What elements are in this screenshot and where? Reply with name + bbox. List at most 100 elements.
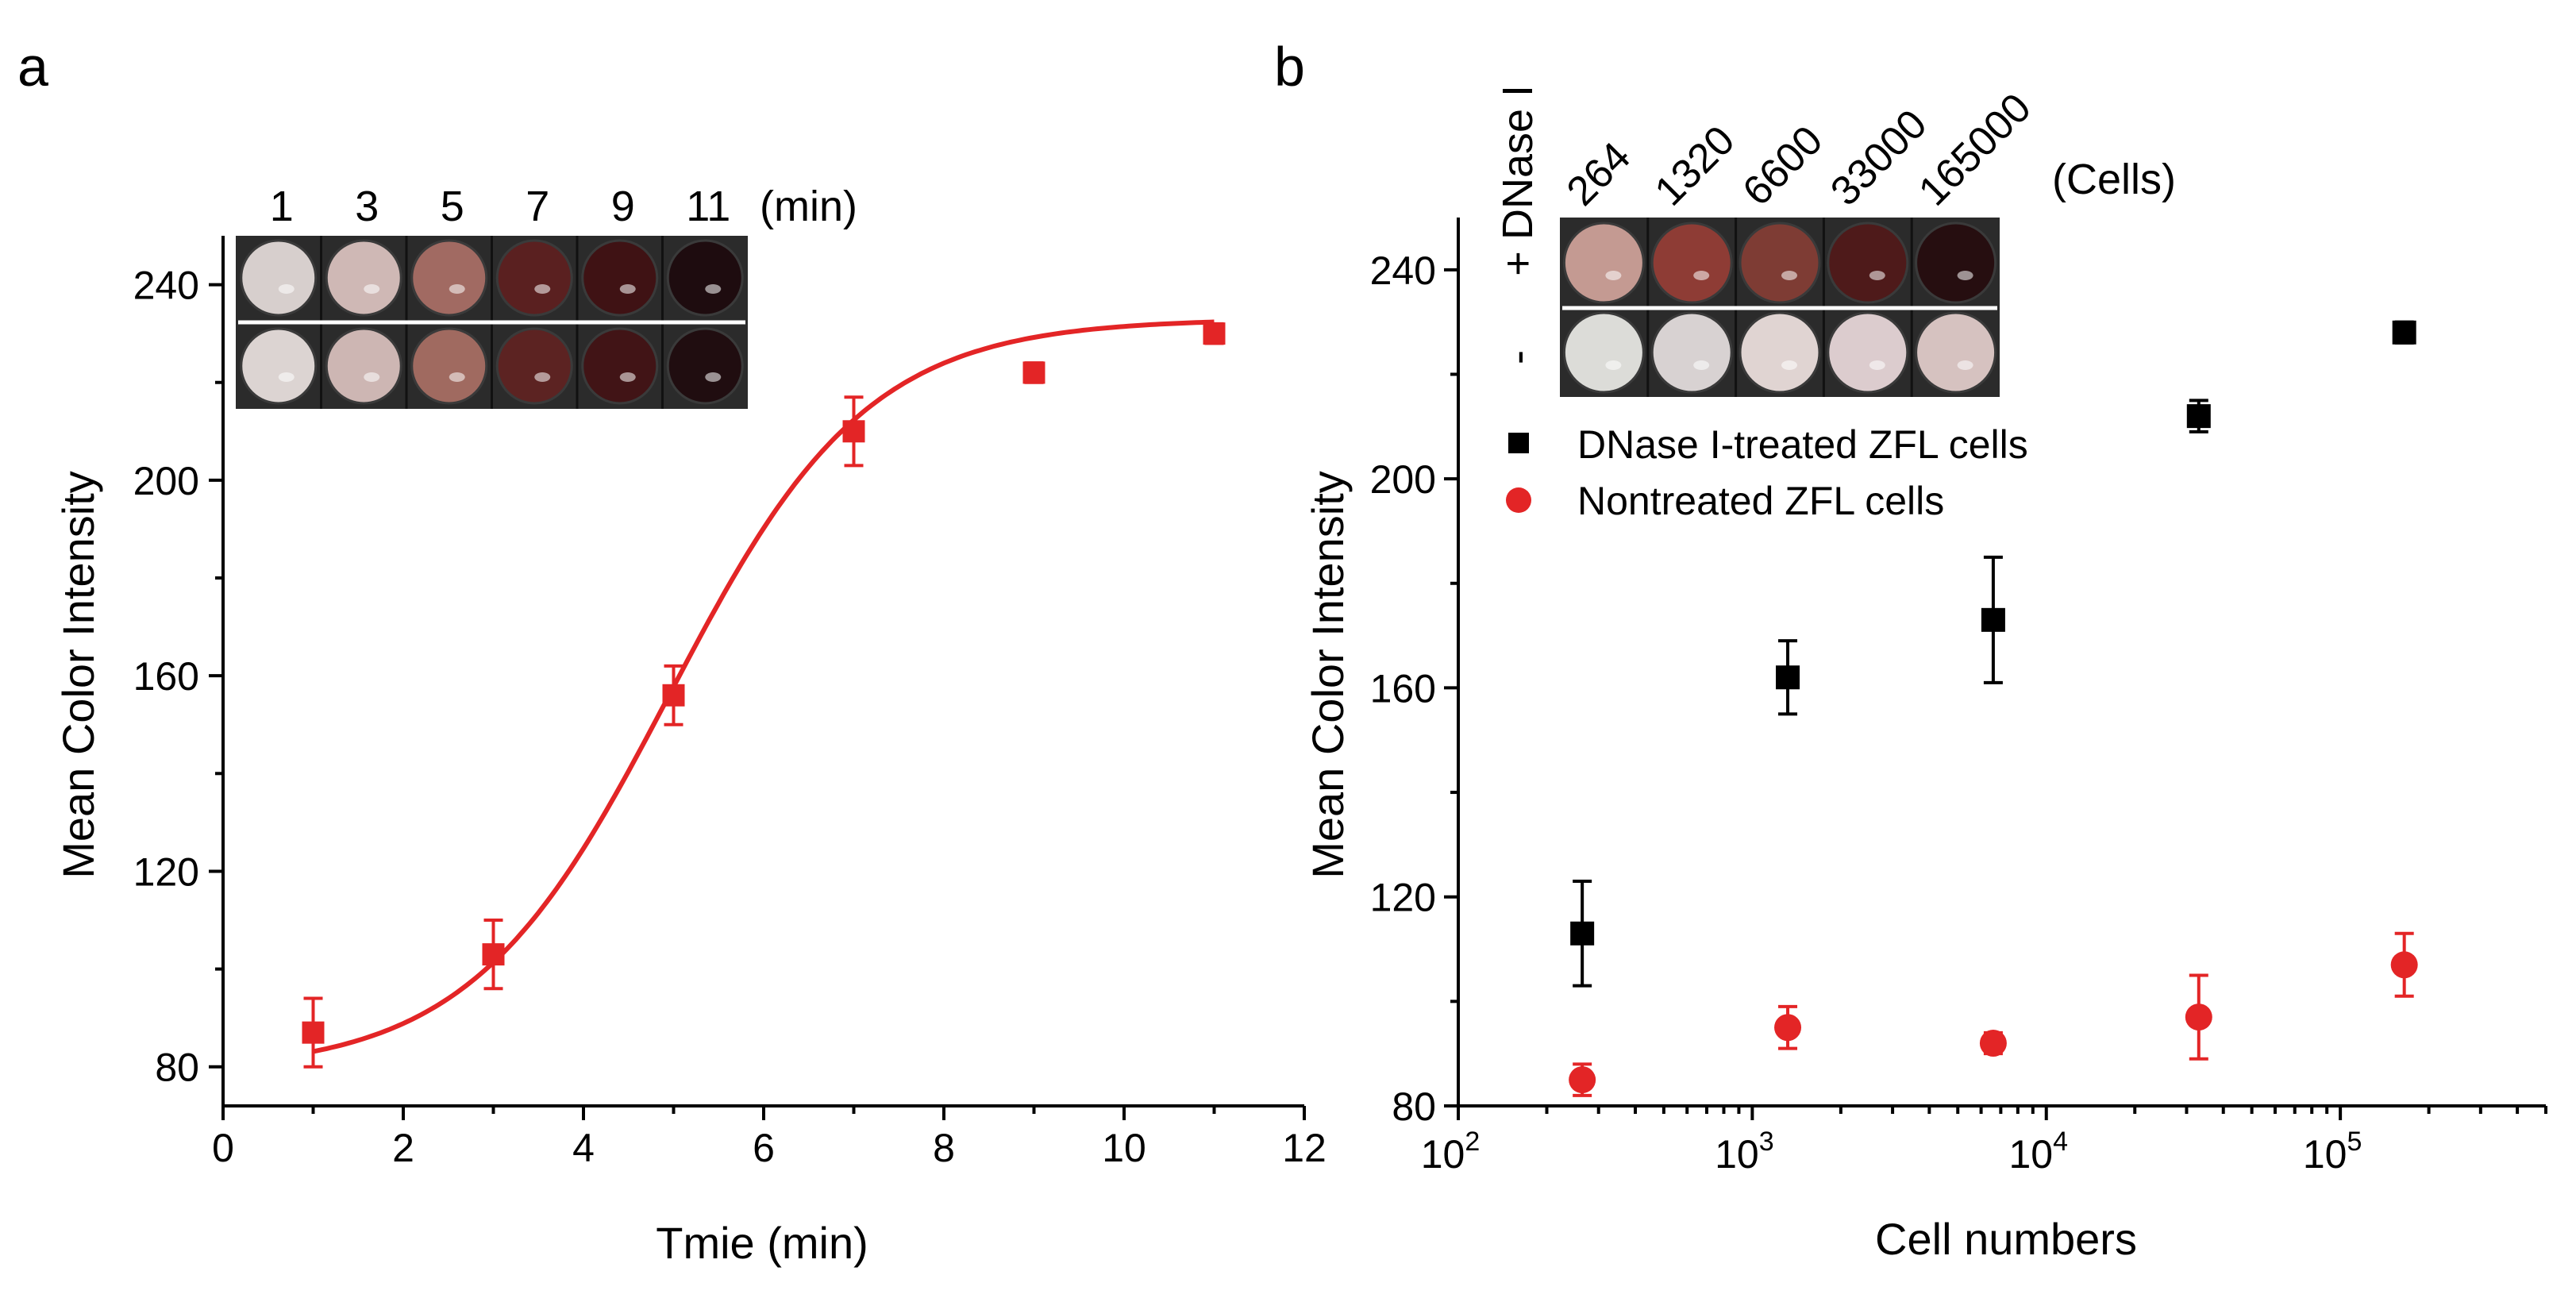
panel-b-inset-well-highlight [1693,360,1710,370]
panel-a-inset-well-highlight [534,284,551,294]
panel-b-inset-well [1650,221,1733,304]
panel-b-inset-well-highlight [1957,360,1973,370]
panel-a-inset-well-highlight [619,372,636,382]
panel-b-inset-cell-label: 1320 [1646,117,1744,215]
panel-a-inset-well [240,327,318,405]
panel-b-inset-well [1827,311,1909,394]
panel-a-inset: 1 3 5 7 9 11 (min) [236,183,857,409]
panel-b-x-tick-label: 104 [2008,1127,2068,1177]
panel-a-inset-time-label: 3 [355,183,379,230]
panel-a-inset-well-highlight [364,372,380,382]
panel-b-y-tick-label: 120 [1370,876,1436,920]
panel-a-inset-time-label: 11 [686,183,730,230]
panel-b-inset-well-highlight [1781,360,1797,370]
panel-a-x-tick-label: 12 [1282,1126,1327,1170]
panel-a-inset-unit: (min) [760,183,857,230]
panel-a-inset-well [581,239,659,317]
panel-a-inset-well [495,239,573,317]
panel-a-xlabel: Tmie (min) [656,1218,868,1268]
panel-b-plot: 102 103 104 105 80 120 160 200 240 [1370,218,2547,1177]
panel-a-data-point [662,684,685,707]
panel-a-ylabel: Mean Color Intensity [53,471,103,879]
panel-a: a 1 3 5 7 9 11 (min) 0 2 4 6 8 10 1280120160200240 … [17,36,1327,1268]
panel-a-data-point [842,420,865,443]
panel-b-nontreated-data-point [1569,1066,1596,1094]
panel-a-x-tick-label: 8 [933,1126,955,1170]
panel-b-inset-well-highlight [1781,271,1797,280]
panel-b-dnase-data-point [2392,320,2416,345]
panel-a-inset-well [410,239,488,317]
panel-b-nontreated-data-point [2390,951,2418,979]
panel-b-inset-well [1562,311,1645,394]
panel-b-inset-well [1562,221,1645,304]
panel-b-inset-unit: (Cells) [2052,156,2176,203]
panel-b-dnase-data-point [1776,665,1800,690]
panel-a-y-tick-label: 240 [133,264,199,308]
panel-a-inset-well-highlight [705,284,722,294]
panel-b-y-tick-label: 200 [1370,457,1436,502]
panel-b-inset-well-highlight [1869,271,1885,280]
panel-a-label: a [17,36,48,98]
panel-a-x-tick-label: 6 [753,1126,775,1170]
panel-b-inset-cell-label: 33000 [1822,101,1935,214]
panel-a-x-tick-label: 0 [212,1126,234,1170]
panel-b-inset-cell-label: 6600 [1734,117,1831,215]
panel-a-inset-time-label: 1 [270,183,294,230]
panel-a-inset-well [410,327,488,405]
panel-b-dnase-data-point [1570,921,1595,946]
panel-b-inset-well [1915,221,1997,304]
panel-a-data-point [482,943,505,966]
panel-a-inset-well [666,239,744,317]
panel-a-data-point [302,1021,325,1044]
panel-b-inset-row-title: DNase I [1494,85,1542,240]
panel-a-inset-well-highlight [705,372,722,382]
panel-a-inset-well [495,327,573,405]
panel-a-inset-well-highlight [364,284,380,294]
panel-a-y-tick-label: 120 [133,849,199,894]
legend-marker-nontreated [1506,487,1531,513]
panel-b-inset-minus: - [1494,350,1542,364]
panel-b-inset-well [1827,221,1909,304]
panel-a-data-point [1022,361,1045,384]
panel-b-inset-well-highlight [1605,271,1622,280]
panel-a-inset-well-highlight [278,284,295,294]
panel-a-data-point [1203,322,1226,345]
panel-b-y-tick-label: 160 [1370,666,1436,711]
panel-a-x-tick-label: 2 [392,1126,414,1170]
panel-b-x-tick-label: 103 [1715,1127,1774,1177]
panel-b-inset-well-highlight [1605,360,1622,370]
panel-b-inset-cell-label: 264 [1558,133,1639,214]
panel-a-y-tick-label: 160 [133,654,199,699]
panel-b-legend: DNase I-treated ZFL cells Nontreated ZFL… [1506,422,2028,523]
panel-b-y-tick-label: 240 [1370,248,1436,293]
panel-b-inset-well [1739,311,1821,394]
panel-a-inset-well [240,239,318,317]
panel-a-inset-time-label: 5 [441,183,464,230]
panel-b-dnase-data-point [1981,607,2005,632]
panel-a-fit-curve [312,319,1215,1054]
panel-a-inset-well-highlight [449,284,465,294]
panel-a-inset-well [666,327,744,405]
panel-a-inset-well-highlight [534,372,551,382]
panel-b-inset-well [1915,311,1997,394]
panel-a-inset-well-highlight [449,372,465,382]
panel-a-inset-well [325,327,402,405]
panel-a-y-tick-label: 80 [155,1046,199,1090]
panel-a-inset-time-label: 9 [611,183,635,230]
legend-label-nontreated: Nontreated ZFL cells [1577,479,1944,523]
panel-b-inset-well-highlight [1693,271,1710,280]
panel-b-nontreated-data-point [1774,1014,1802,1042]
panel-b-inset-well-highlight [1869,360,1885,370]
panel-b-inset-well-highlight [1957,271,1973,280]
legend-label-dnase: DNase I-treated ZFL cells [1577,422,2028,467]
panel-b-xlabel: Cell numbers [1875,1214,2137,1264]
panel-b-nontreated-data-point [2185,1003,2212,1031]
panel-b-label: b [1274,36,1305,98]
panel-a-inset-well [581,327,659,405]
panel-b-nontreated-data-point [1979,1030,2007,1057]
panel-b-inset-well [1650,311,1733,394]
panel-a-inset-well [325,239,402,317]
